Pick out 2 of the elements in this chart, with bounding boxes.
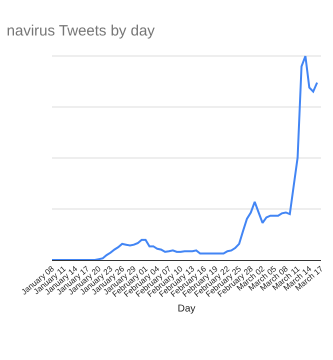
x-axis-title: Day (178, 303, 196, 314)
chart-title: navirus Tweets by day (6, 22, 156, 40)
